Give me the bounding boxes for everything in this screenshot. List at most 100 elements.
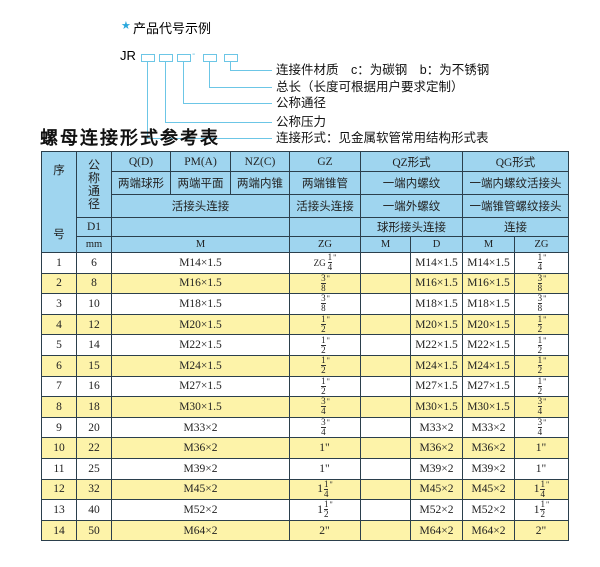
table-row: 14 50 M64×2 2" M64×2 M64×2 2" [41,519,569,542]
cell-qz-d: M22×1.5 [410,334,463,356]
fraction-whole: 1 [533,483,540,496]
cell-m: M33×2 [111,416,290,439]
cell-zg: 1 2 " [289,354,361,377]
cell-qz-d: M45×2 [410,478,463,501]
cell-qg-m: M18×1.5 [462,293,515,315]
cell-qz-m [360,519,411,542]
cell-no: 13 [41,499,77,521]
cell-qz-m [360,437,411,459]
fraction-whole: 1 [317,503,323,516]
cell-qg-zg: 1 4 " [514,252,569,274]
cell-dn: 32 [76,478,112,501]
cell-no: 7 [41,375,77,398]
cell-qg-m: M39×2 [462,457,515,480]
cell-m: M20×1.5 [111,313,290,336]
cell-qz-d: M20×1.5 [410,313,463,336]
cell-zg: 3 4 " [289,396,361,418]
cell-qz-d: M27×1.5 [410,375,463,398]
cell-qz-m [360,478,411,501]
cell-qg-m: M52×2 [462,499,515,521]
cell-no: 9 [41,416,77,439]
cell-qg-m: M16×1.5 [462,272,515,295]
header-col-zg: ZG [289,236,361,253]
table-row: 5 14 M22×1.5 1 2 " M22×1.5 M22×1.5 1 2 " [41,334,569,356]
cell-qz-m [360,499,411,521]
cell-qz-m [360,272,411,295]
cell-qg-zg: 1 2 " [514,375,569,398]
cell-zg: 3 8 " [289,272,361,295]
label-connection: 连接形式：见金属软管常用结构形式表 [276,131,489,145]
cell-no: 8 [41,396,77,418]
cell-qg-zg: 1" [514,457,569,480]
header-desc: 两端平面 [170,171,231,195]
fraction-whole: 1 [317,483,323,496]
header-connection: 活接头连接 [289,194,361,218]
label-material: 连接件材质 c：为碳钢 b：为不锈钢 [276,63,490,77]
cell-qg-zg: 3 8 " [514,272,569,295]
cell-qz-m [360,293,411,315]
cell-m: M45×2 [111,478,290,501]
header-col-qg-zg: ZG [514,236,569,253]
cell-qz-d: M30×1.5 [410,396,463,418]
header-type-qz: QZ形式 [360,151,463,172]
cell-m: M24×1.5 [111,354,290,377]
cell-qg-zg: 2" [514,519,569,542]
header-connection: 一端锥管螺纹接头 [462,194,569,218]
header-type-gz: GZ [289,151,361,172]
table-row: 12 32 M45×2 1 1 4 " M45×2 M45×2 1 1 4 " [41,478,569,501]
header-col-m: M [111,236,290,253]
cell-qg-m: M24×1.5 [462,354,515,377]
cell-no: 2 [41,272,77,295]
cell-qz-m [360,416,411,439]
cell-m: M14×1.5 [111,252,290,274]
cell-qg-zg: 1 1 4 " [514,478,569,501]
cell-zg: ZG 1 4 " [289,252,361,274]
cell-dn: 18 [76,396,112,418]
cell-m: M36×2 [111,437,290,459]
nut-connection-table: 序号 公称通径 Q(D) PM(A) NZ(C) GZ QZ形式 QG形式 两端… [41,151,569,542]
header-desc: 一端内螺纹 [360,171,463,195]
table-row: 1 6 M14×1.5 ZG 1 4 " M14×1.5 M14×1.5 1 4 " [41,252,569,274]
cell-qg-zg: 3 8 " [514,293,569,315]
cell-m: M18×1.5 [111,293,290,315]
header-connection: 一端外螺纹 [360,194,463,218]
cell-qg-zg: 1 2 " [514,354,569,377]
header-col-qz-m: M [360,236,411,253]
cell-zg: 3 8 " [289,293,361,315]
table-title: 螺母连接形式参考表 [40,128,220,149]
cell-qz-d: M16×1.5 [410,272,463,295]
cell-qz-m [360,375,411,398]
header-desc: 两端锥管 [289,171,361,195]
label-diameter: 公称通径 [276,96,327,110]
code-box-length [203,54,217,62]
header-type-pma: PM(A) [170,151,231,172]
cell-dn: 22 [76,437,112,459]
cell-qg-m: M64×2 [462,519,515,542]
cell-qg-zg: 1 2 " [514,334,569,356]
header-connection: 连接 [462,217,569,237]
cell-zg: 2" [289,519,361,542]
table-header: 序号 公称通径 Q(D) PM(A) NZ(C) GZ QZ形式 QG形式 两端… [41,151,569,253]
cell-no: 1 [41,252,77,274]
cell-qg-m: M27×1.5 [462,375,515,398]
fraction-whole: 1 [533,503,540,516]
cell-qg-m: M20×1.5 [462,313,515,336]
cell-qz-m [360,334,411,356]
code-prefix: JR [120,48,136,63]
cell-no: 10 [41,437,77,459]
cell-qz-d: M39×2 [410,457,463,480]
header-desc: 两端内锥 [230,171,290,195]
cell-qg-zg: 1 1 2 " [514,499,569,521]
cell-dn: 8 [76,272,112,295]
cell-zg: 1 2 " [289,313,361,336]
